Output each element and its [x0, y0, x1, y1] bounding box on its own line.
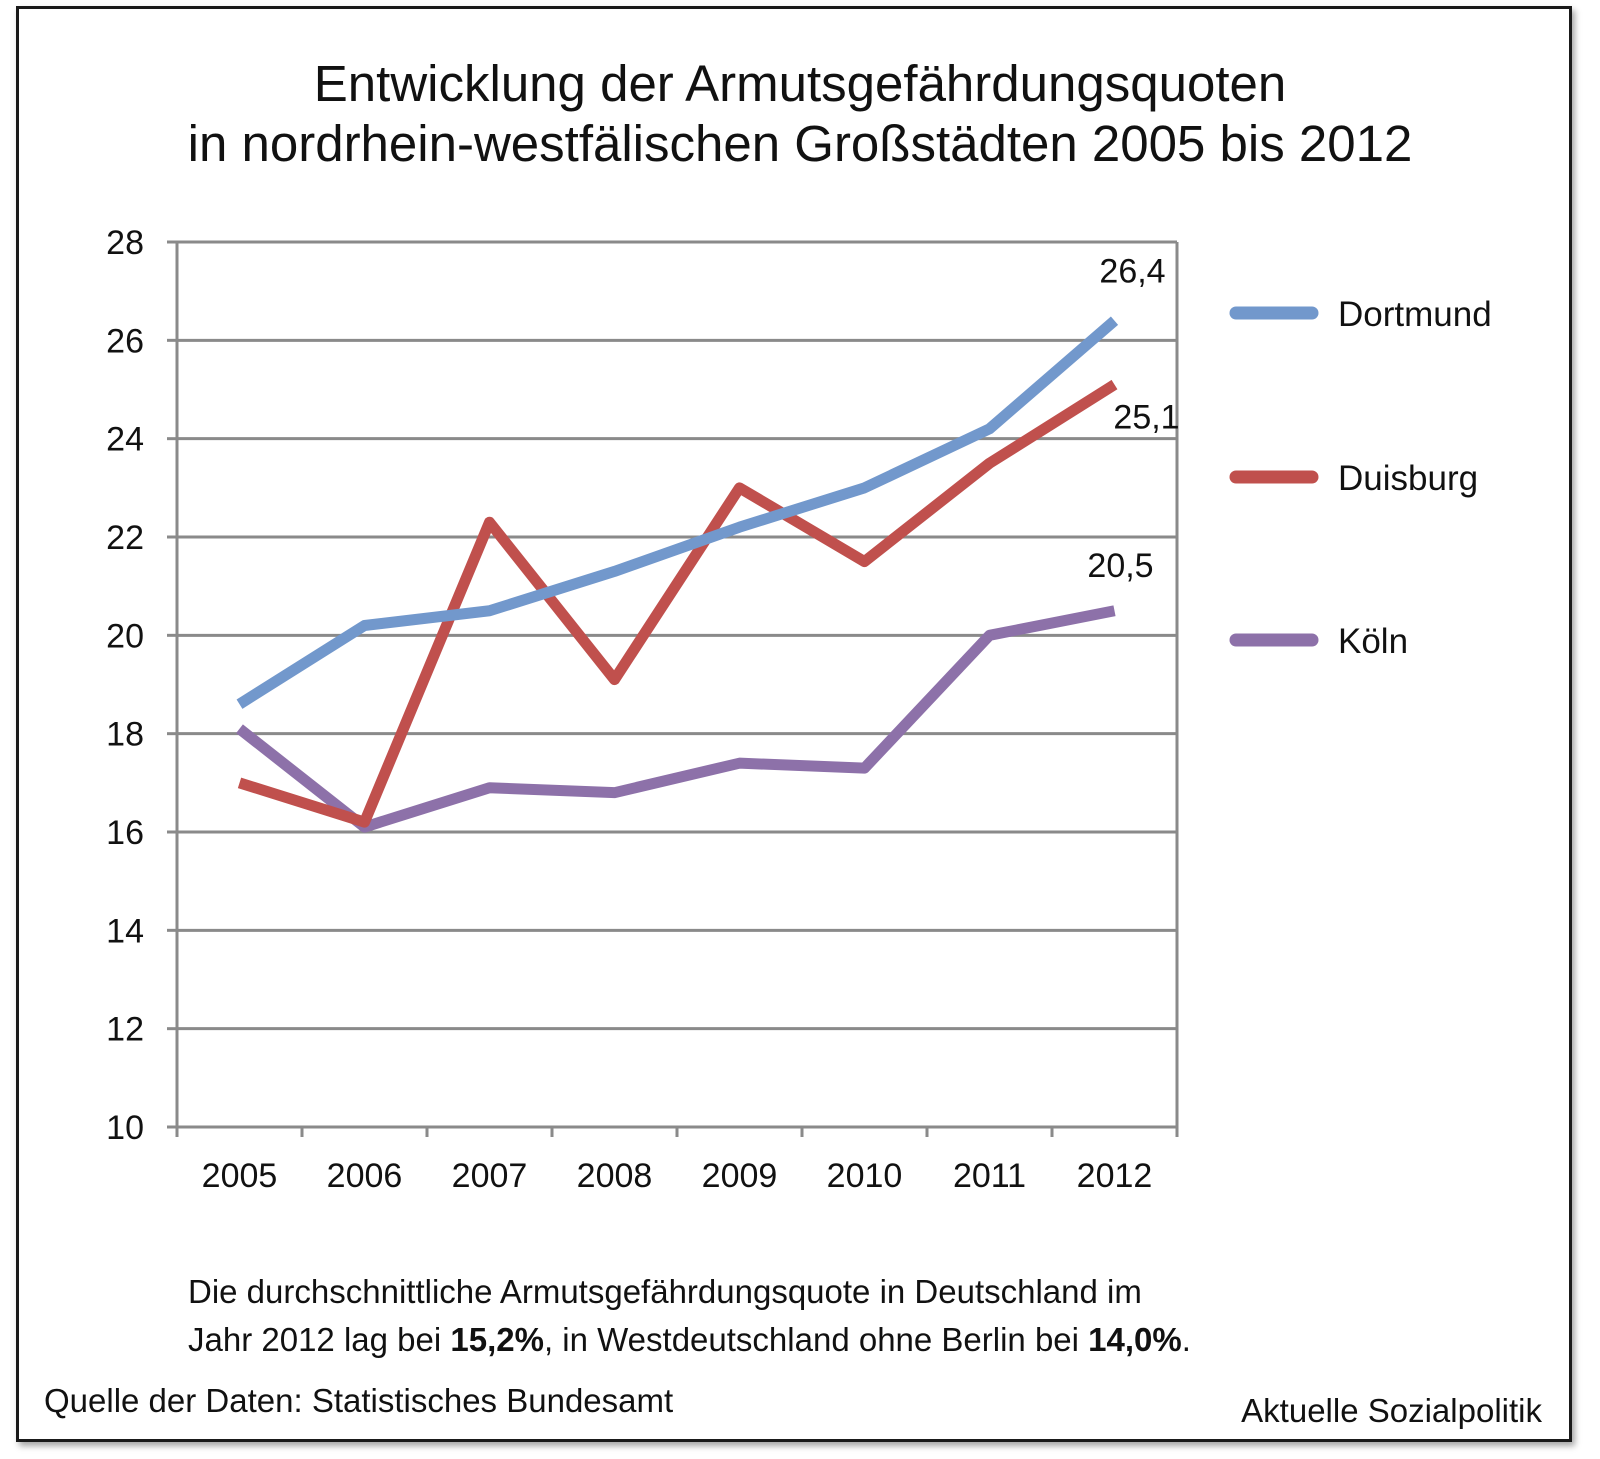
series-line-duisburg — [237, 379, 1118, 828]
footnote-line-1: Die durchschnittliche Armutsgefährdungsq… — [188, 1273, 1142, 1310]
x-tick-label: 2010 — [827, 1157, 903, 1195]
legend-label-duisburg: Duisburg — [1338, 459, 1478, 498]
footnote-text-b: , in Westdeutschland ohne Berlin bei — [543, 1321, 1089, 1358]
y-tick-label: 22 — [106, 519, 144, 557]
y-tick-label: 20 — [106, 617, 144, 655]
chart-title-line-1: Entwicklung der Armutsgefährdungsquoten — [313, 55, 1287, 112]
y-tick-label: 26 — [106, 322, 144, 360]
footnote-line-2: Jahr 2012 lag bei 15,2%, in Westdeutschl… — [188, 1316, 1191, 1364]
chart-frame — [16, 6, 1572, 1442]
x-tick-label: 2006 — [327, 1157, 403, 1195]
data-source: Quelle der Daten: Statistisches Bundesam… — [44, 1382, 674, 1419]
x-tick-label: 2011 — [953, 1157, 1026, 1195]
y-tick-label: 24 — [106, 421, 144, 459]
data-label-köln: 20,5 — [1087, 547, 1153, 585]
data-label-dortmund: 26,4 — [1099, 253, 1165, 291]
chart-title-line-2: in nordrhein-westfälischen Großstädten 2… — [187, 115, 1413, 172]
data-label-duisburg: 25,1 — [1113, 399, 1179, 437]
footnote-value-west-germany: 14,0% — [1088, 1321, 1182, 1358]
footnote-text-a: Jahr 2012 lag bei — [188, 1321, 451, 1358]
x-tick-label: 2009 — [702, 1157, 778, 1195]
series-line-dortmund — [236, 316, 1119, 709]
legend-label-dortmund: Dortmund — [1338, 295, 1492, 334]
x-tick-label: 2005 — [202, 1157, 278, 1195]
legend-label-köln: Köln — [1338, 622, 1408, 661]
footnote-value-germany: 15,2% — [450, 1321, 544, 1358]
y-tick-label: 10 — [106, 1109, 144, 1147]
publisher: Aktuelle Sozialpolitik — [1241, 1392, 1542, 1429]
x-tick-label: 2008 — [577, 1157, 653, 1195]
y-tick-label: 14 — [106, 912, 144, 950]
y-tick-label: 18 — [106, 716, 144, 754]
footnote-text-c: . — [1181, 1321, 1191, 1358]
x-tick-label: 2007 — [452, 1157, 528, 1195]
series-line-köln — [236, 605, 1116, 833]
y-tick-label: 28 — [106, 224, 144, 262]
x-tick-label: 2012 — [1077, 1157, 1153, 1195]
y-tick-label: 12 — [106, 1011, 144, 1049]
y-tick-label: 16 — [106, 814, 144, 852]
